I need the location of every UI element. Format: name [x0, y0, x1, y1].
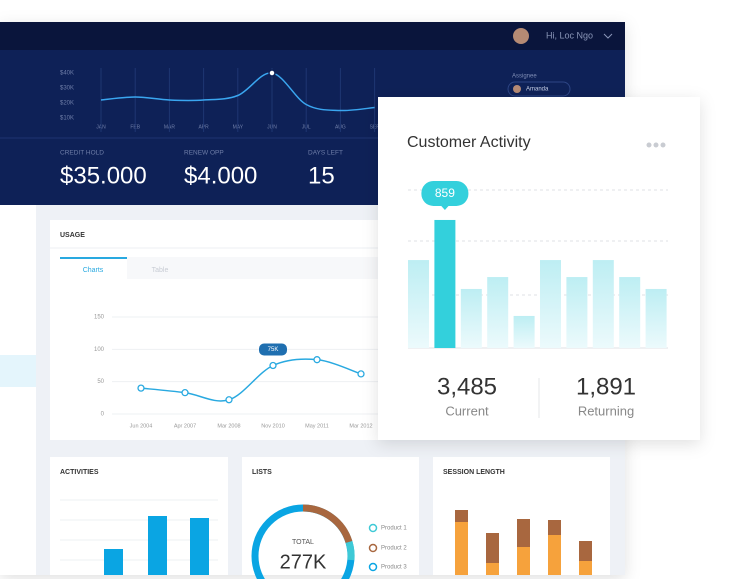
chevron	[603, 33, 613, 39]
bar	[190, 518, 209, 575]
y-tick-label: $40K	[60, 71, 74, 77]
point	[225, 396, 233, 404]
point	[181, 389, 189, 397]
tooltip-arrow	[440, 204, 450, 210]
sidebar	[0, 205, 36, 575]
customer-title: Customer Activity	[407, 134, 531, 151]
point	[357, 370, 365, 378]
y-tick-label: 100	[94, 347, 105, 353]
x-tick-label: Mar 2012	[349, 423, 372, 429]
stat-label: Returning	[578, 403, 634, 418]
tab[interactable]	[60, 259, 127, 279]
tooltip	[259, 343, 287, 356]
avatar	[513, 28, 529, 44]
stat-value: $4.000	[184, 162, 257, 189]
greeting: Hi, Loc Ngo	[546, 30, 593, 40]
card-title: SESSION LENGTH	[443, 469, 505, 476]
x-tick-label: May 2011	[305, 423, 329, 429]
y-tick-label: $30K	[60, 86, 74, 92]
stat-value: 15	[308, 162, 335, 189]
tab-indicator	[60, 257, 127, 259]
bar	[513, 315, 535, 348]
marker	[268, 69, 276, 77]
bar	[619, 277, 641, 348]
assignee: Amanda	[526, 87, 549, 93]
point	[313, 356, 321, 364]
usage-card	[50, 220, 390, 440]
bar	[566, 277, 588, 348]
tab-label[interactable]: Charts	[83, 267, 104, 274]
tabs	[60, 257, 380, 279]
menu-dots[interactable]	[646, 142, 666, 148]
value-label: 859	[435, 186, 455, 200]
bar	[408, 260, 429, 348]
bar	[434, 219, 456, 348]
stat-label: DAYS LEFT	[308, 150, 343, 157]
bar	[540, 260, 561, 348]
usage-title: USAGE	[60, 232, 85, 239]
stat-label: Current	[445, 403, 489, 418]
legend-label: Product 3	[381, 565, 407, 571]
legend-marker	[368, 543, 378, 553]
card-title: ACTIVITIES	[60, 469, 99, 476]
assignee-label: Assignee	[512, 74, 537, 80]
card-title: LISTS	[252, 469, 272, 476]
y-tick-label: $20K	[60, 101, 74, 107]
point	[269, 361, 277, 370]
stat-label: CREDIT HOLD	[60, 150, 104, 157]
legend-marker	[368, 523, 378, 533]
legend-marker	[368, 562, 378, 572]
bar	[460, 288, 482, 348]
total: 277K	[280, 551, 327, 573]
tab-label[interactable]: Table	[152, 267, 169, 274]
y-tick-label: $10K	[60, 116, 74, 122]
line	[140, 358, 362, 402]
y-tick-label: 0	[101, 412, 105, 418]
bar	[148, 516, 167, 575]
navbar	[0, 22, 625, 50]
value-label: 75K	[268, 347, 279, 353]
sidebar-active	[0, 355, 36, 387]
stat-value: 3,485	[437, 373, 497, 400]
bar	[592, 260, 614, 348]
point	[137, 384, 145, 392]
legend-label: Product 2	[381, 546, 407, 552]
x-tick-label: Mar 2008	[217, 423, 240, 429]
stat-value: 1,891	[576, 373, 636, 400]
line	[100, 72, 375, 112]
assignee-avatar	[513, 85, 521, 93]
tooltip	[421, 180, 469, 206]
stat-value: $35.000	[60, 162, 147, 189]
assignee-select[interactable]	[507, 81, 571, 97]
total-label: TOTAL	[292, 539, 314, 546]
bar	[487, 277, 509, 348]
bar	[645, 288, 667, 348]
x-tick-label: Nov 2010	[261, 423, 285, 429]
donut-segment	[302, 504, 353, 544]
legend-label: Product 1	[381, 526, 407, 532]
stat-label: RENEW OPP	[184, 150, 224, 157]
y-tick-label: 50	[97, 379, 104, 385]
donut-segment	[345, 540, 355, 561]
bar	[104, 549, 123, 575]
x-tick-label: Jun 2004	[130, 423, 153, 429]
y-tick-label: 150	[94, 315, 105, 321]
x-tick-label: Apr 2007	[174, 423, 196, 429]
stacked-bars	[455, 510, 592, 575]
